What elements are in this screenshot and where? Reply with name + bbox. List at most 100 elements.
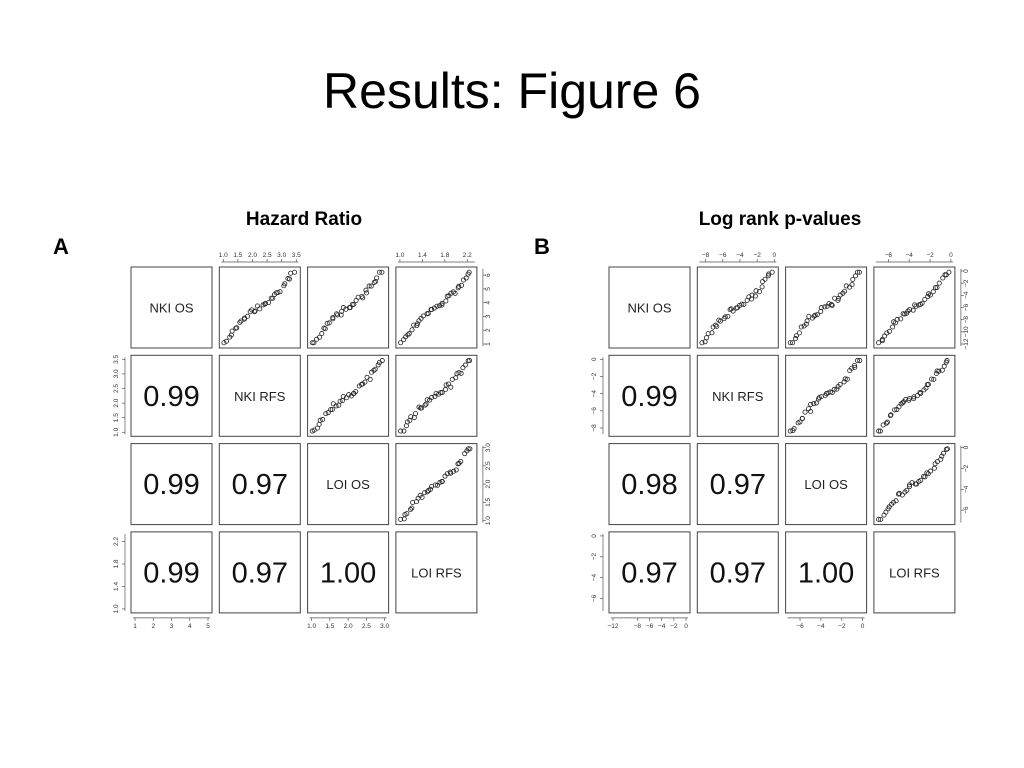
hr-var-label: LOI OS <box>326 477 370 492</box>
hr-data-point <box>379 358 385 364</box>
hr-data-point <box>439 300 445 306</box>
hr-data-point <box>467 358 473 364</box>
hr-data-point <box>419 494 425 500</box>
hr-var-label: NKI RFS <box>234 389 286 404</box>
hr-tick-label: 2.5 <box>263 252 272 259</box>
hr-data-point <box>458 458 464 464</box>
hr-data-point <box>408 414 414 420</box>
hr-data-point <box>323 411 329 417</box>
hr-data-point <box>422 402 428 408</box>
hr-data-point <box>456 283 462 289</box>
hr-data-point <box>398 516 404 522</box>
hr-x-axis: 1.0 1.5 2.0 2.5 3.0 3.5 <box>219 252 301 263</box>
hr-data-point <box>404 511 410 517</box>
hr-tick-label: 6 <box>485 273 492 277</box>
hr-data-point <box>329 407 335 413</box>
hr-data-point <box>317 417 323 423</box>
hr-tick-label: 3.0 <box>485 443 492 452</box>
hr-data-point <box>466 269 472 275</box>
hr-correlation-value: 0.99 <box>143 469 199 501</box>
hr-data-point <box>409 505 415 511</box>
panel-a-title: Hazard Ratio <box>245 209 363 230</box>
hr-cell-frame <box>218 443 301 526</box>
hr-data-point <box>398 340 404 346</box>
hr-data-point <box>371 367 377 373</box>
hr-tick-label: 3.5 <box>292 252 301 259</box>
hr-tick-label: 2.0 <box>248 252 257 259</box>
hr-data-point <box>229 328 235 334</box>
hr-tick-label: 2.2 <box>113 537 120 546</box>
hr-data-point <box>423 401 429 407</box>
hr-data-point <box>443 382 449 388</box>
hr-tick-label: 3 <box>485 314 492 318</box>
hr-data-point <box>374 275 380 281</box>
hr-correlation-value: 1.00 <box>320 557 376 589</box>
hr-data-point <box>448 384 454 390</box>
hr-data-point <box>292 269 298 275</box>
hr-tick-label: 3.0 <box>277 252 286 259</box>
hr-data-point <box>334 312 340 318</box>
hr-tick-label: 5 <box>485 287 492 291</box>
hr-data-point <box>458 370 464 376</box>
hr-correlation-value: 0.99 <box>143 381 199 413</box>
hr-data-point <box>237 319 243 325</box>
hr-data-point <box>337 398 343 404</box>
hr-x-axis: 1.0 1.5 2.0 2.5 3.0 <box>307 617 389 630</box>
hr-data-point <box>257 306 263 312</box>
hr-data-point <box>434 303 440 309</box>
hr-data-point <box>333 403 339 409</box>
hr-data-point <box>425 310 431 316</box>
hr-data-point <box>445 381 451 387</box>
hr-var-label: NKI OS <box>149 301 193 316</box>
hr-data-point <box>427 486 433 492</box>
hr-var-label: LOI RFS <box>411 565 462 580</box>
hr-data-point <box>442 387 448 393</box>
hr-data-point <box>268 295 274 301</box>
hr-x-axis: 1.0 1.4 1.8 2.2 <box>395 252 475 263</box>
hr-tick-label: 1.0 <box>219 252 228 259</box>
hr-data-point <box>364 290 370 296</box>
hr-cell-frame <box>218 354 301 437</box>
hr-data-point <box>366 283 372 289</box>
hr-cell-r1-c0: 0.99 <box>130 354 213 437</box>
hr-data-point <box>266 300 272 306</box>
hr-tick-label: 1.4 <box>418 252 427 259</box>
hr-data-point <box>320 417 326 423</box>
hr-data-point <box>309 340 315 346</box>
hr-data-point <box>245 313 251 319</box>
hr-data-point <box>275 289 281 295</box>
hr-data-point <box>326 320 332 326</box>
hr-cell-frame <box>395 531 478 614</box>
hr-correlation-value: 0.99 <box>143 557 199 589</box>
hr-data-point <box>360 295 366 301</box>
hr-cell-frame <box>307 443 390 526</box>
hr-data-point <box>413 411 419 417</box>
hr-data-point <box>221 340 227 346</box>
slide-title: Results: Figure 6 <box>323 63 701 119</box>
hr-tick-label: 1.0 <box>395 252 404 259</box>
hr-data-point <box>406 331 412 337</box>
hr-correlation-value: 0.97 <box>232 557 288 589</box>
hr-x-axis: 1 2 3 4 5 <box>133 617 210 630</box>
hr-data-point <box>372 366 378 372</box>
hr-tick-label: 2.0 <box>485 479 492 488</box>
hr-tick-label: 1 <box>485 342 492 346</box>
hr-cell-frame <box>130 266 213 349</box>
hr-tick-label: 3 <box>170 623 174 630</box>
hr-cell-r3-c0: 0.99 <box>130 531 213 614</box>
hr-data-point <box>351 301 357 307</box>
hr-data-point <box>368 283 374 289</box>
hr-data-point <box>346 392 352 398</box>
hr-data-point <box>467 446 473 452</box>
hr-data-point <box>433 390 439 396</box>
hr-data-point <box>319 331 325 337</box>
hr-data-point <box>251 309 257 315</box>
hr-tick-label: 2.5 <box>485 461 492 470</box>
hr-tick-label: 4 <box>485 300 492 304</box>
hr-data-point <box>317 334 323 340</box>
hr-data-point <box>373 278 379 284</box>
hr-data-point <box>353 389 359 395</box>
hr-cell-r0-c1 <box>218 266 301 349</box>
hr-data-point <box>322 326 328 332</box>
